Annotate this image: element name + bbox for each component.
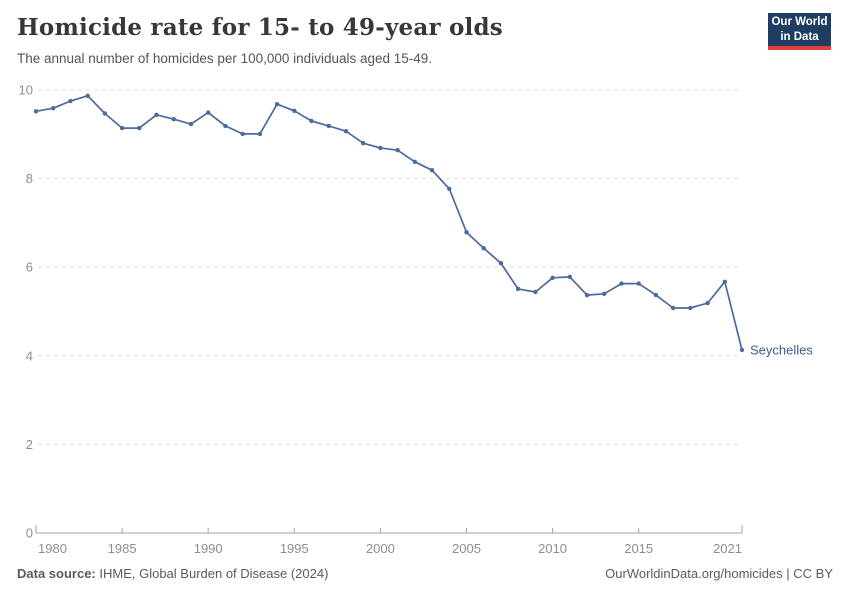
y-axis-tick-label: 8 <box>26 171 33 186</box>
data-point[interactable] <box>688 305 693 311</box>
data-point[interactable] <box>498 261 504 266</box>
owid-logo: Our World in Data <box>768 13 831 50</box>
data-point[interactable] <box>361 141 366 146</box>
chart-subtitle: The annual number of homicides per 100,0… <box>17 51 433 66</box>
chart-title: Homicide rate for 15- to 49-year olds <box>17 14 503 41</box>
data-point[interactable] <box>85 93 90 99</box>
x-axis-tick-label: 2015 <box>624 541 653 556</box>
attribution-text: OurWorldinData.org/homicides | CC BY <box>605 566 833 581</box>
y-axis-tick-label: 2 <box>26 437 33 452</box>
entity-label[interactable]: Seychelles <box>750 343 813 358</box>
data-point[interactable] <box>102 111 108 116</box>
x-axis-tick-label: 2005 <box>452 541 481 556</box>
data-point[interactable] <box>464 230 469 235</box>
owid-logo-line2: in Data <box>780 30 819 43</box>
data-point[interactable] <box>619 281 624 286</box>
y-axis-tick-label: 4 <box>26 348 33 363</box>
data-point[interactable] <box>326 123 331 129</box>
x-axis-tick-label: 2010 <box>538 541 567 556</box>
data-point[interactable] <box>257 131 263 137</box>
data-point[interactable] <box>119 125 125 131</box>
data-point[interactable] <box>550 275 555 280</box>
x-axis-tick-label: 2000 <box>366 541 395 556</box>
data-point[interactable] <box>670 305 676 311</box>
y-axis-tick-label: 6 <box>26 260 33 275</box>
x-axis-tick-label: 1995 <box>280 541 309 556</box>
data-point[interactable] <box>343 129 349 134</box>
y-axis-tick-label: 10 <box>19 83 33 98</box>
data-point[interactable] <box>739 347 745 353</box>
data-point[interactable] <box>137 125 142 131</box>
trend-line[interactable] <box>35 94 743 351</box>
data-point[interactable] <box>154 112 159 118</box>
data-point[interactable] <box>705 300 710 306</box>
y-axis-tick-label: 0 <box>26 526 33 541</box>
data-point[interactable] <box>206 110 211 115</box>
data-point[interactable] <box>395 148 400 153</box>
x-axis-tick-label: 1985 <box>108 541 137 556</box>
x-axis-tick-label: 1980 <box>38 541 67 556</box>
data-point[interactable] <box>429 168 435 173</box>
owid-logo-line1: Our World <box>771 16 828 29</box>
data-point[interactable] <box>412 159 417 164</box>
data-point[interactable] <box>274 102 280 107</box>
data-source-text: IHME, Global Burden of Disease (2024) <box>99 566 329 581</box>
data-point[interactable] <box>68 98 73 104</box>
data-point[interactable] <box>653 292 659 298</box>
x-axis-tick-label: 1990 <box>194 541 223 556</box>
data-source-note: Data source: IHME, Global Burden of Dise… <box>17 566 328 581</box>
data-point[interactable] <box>188 121 194 127</box>
data-point[interactable] <box>223 123 228 129</box>
data-point[interactable] <box>292 108 297 114</box>
data-source-label: Data source: <box>17 566 96 581</box>
x-axis-tick-label: 2021 <box>713 541 742 556</box>
data-point[interactable] <box>481 246 486 251</box>
data-point[interactable] <box>722 279 727 284</box>
data-point[interactable] <box>636 281 641 286</box>
data-point[interactable] <box>515 286 521 292</box>
chart-footer: Data source: IHME, Global Burden of Dise… <box>17 566 833 581</box>
data-point[interactable] <box>240 131 245 137</box>
data-point[interactable] <box>602 291 607 296</box>
data-point[interactable] <box>533 289 538 295</box>
data-point[interactable] <box>567 274 572 280</box>
data-point[interactable] <box>171 117 176 122</box>
data-point[interactable] <box>584 292 590 298</box>
data-point[interactable] <box>309 118 314 124</box>
data-point[interactable] <box>51 106 56 111</box>
data-point[interactable] <box>378 145 383 151</box>
data-point[interactable] <box>33 109 39 114</box>
data-point[interactable] <box>447 186 452 191</box>
